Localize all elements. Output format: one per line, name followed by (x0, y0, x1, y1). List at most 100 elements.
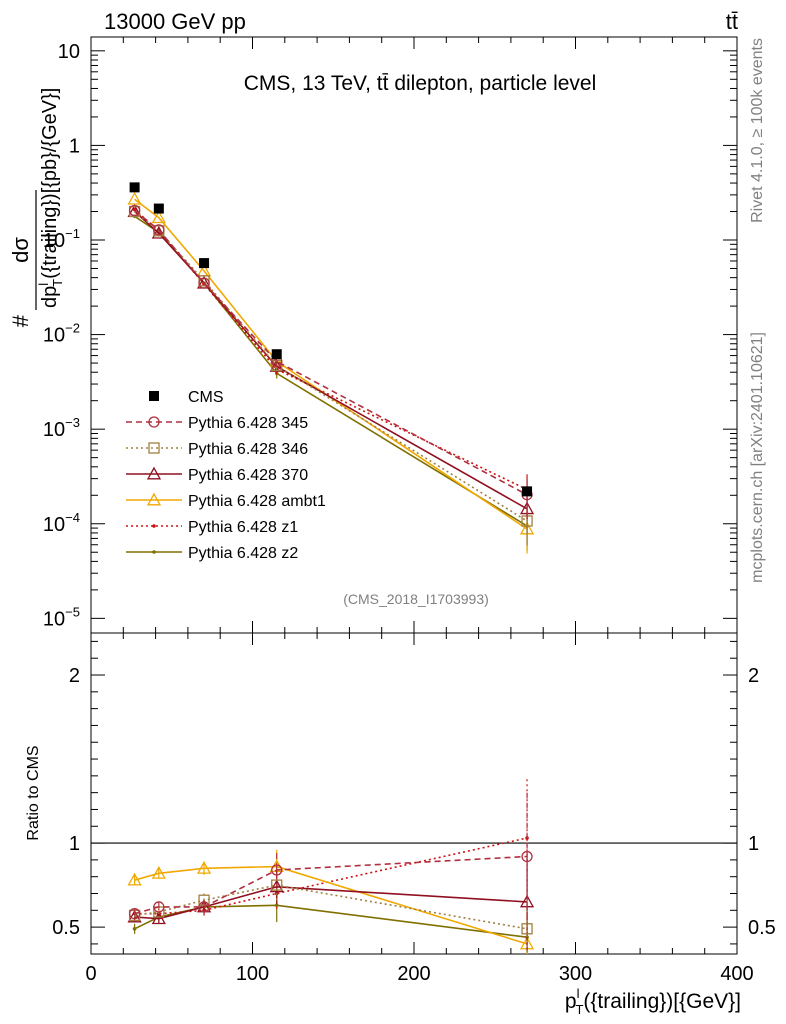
y-tick-exponent: −4 (65, 510, 80, 525)
ratio-data-point (198, 901, 210, 913)
ratio-y-tick-label: 1 (69, 833, 80, 855)
main-y-axis-label: # dσ dplT({trailing})[{pb}/{GeV}] (8, 88, 65, 328)
ratio-series-pythia-6-428-ambt1 (127, 849, 535, 954)
ratio-series-line (134, 884, 528, 930)
legend-label: Pythia 6.428 346 (188, 441, 308, 458)
ratio-data-point (269, 879, 284, 893)
legend-label: Pythia 6.428 ambt1 (188, 493, 326, 510)
x-tick-label: 200 (397, 963, 430, 985)
legend-label: Pythia 6.428 370 (188, 467, 308, 484)
main-y-tick-label: 10−4 (43, 510, 80, 536)
ratio-series-line (134, 865, 528, 945)
ratio-series-line (134, 855, 528, 915)
y-tick-mantissa: 10 (43, 325, 65, 347)
x-tick-label: 400 (720, 963, 753, 985)
ratio-data-point (127, 909, 142, 923)
main-plot-title: CMS, 13 TeV, tt̄ dilepton, particle leve… (244, 72, 597, 95)
y-tick-exponent: −3 (65, 415, 80, 430)
ratio-data-point (521, 850, 533, 863)
ratio-data-point (196, 860, 212, 874)
legend-marker (149, 391, 159, 401)
ratio-data-point (127, 872, 142, 886)
source-label: mcplots.cern.ch [arXiv:2401.10621] (749, 332, 766, 583)
main-y-tick-label: 10−2 (43, 321, 80, 347)
ratio-y-axis-label: Ratio to CMS (25, 745, 42, 840)
legend-marker (146, 492, 162, 506)
ratio-y-tick-label-right: 2 (748, 665, 759, 687)
legend: CMS Pythia 6.428 345 Pythia 6.428 346 Pythi… (126, 389, 326, 562)
ratio-data-point (151, 911, 166, 925)
main-axis-ticks (90, 37, 738, 633)
y-tick-exponent: −2 (65, 321, 80, 336)
legend-marker (152, 524, 156, 528)
legend-entry: Pythia 6.428 ambt1 (126, 492, 326, 510)
ratio-y-tick-label: 0.5 (52, 917, 80, 939)
main-data-point (129, 182, 140, 193)
main-y-tick-label: 1 (69, 135, 80, 157)
legend-entry: Pythia 6.428 370 (126, 466, 308, 484)
main-series-cms (129, 182, 533, 497)
legend-marker (148, 442, 160, 454)
ratio-data-point (271, 864, 283, 876)
y-tick-exponent: −5 (65, 604, 80, 619)
ratio-y-tick-label: 2 (69, 665, 80, 687)
main-data-point (198, 277, 210, 289)
legend-entry: CMS (149, 389, 224, 406)
ratio-series-group (127, 779, 535, 954)
ratio-data-point (521, 923, 533, 935)
main-series-line (134, 209, 528, 496)
y-label-numerator: dσ (8, 237, 33, 263)
legend-entry: Pythia 6.428 z1 (126, 519, 298, 536)
y-tick-mantissa: 10 (43, 608, 65, 630)
main-data-point (128, 204, 141, 217)
analysis-tag: (CMS_2018_I1703993) (343, 591, 489, 607)
ratio-y-tick-label-right: 1 (748, 833, 759, 855)
rivet-version-label: Rivet 4.1.0, ≥ 100k events (749, 38, 766, 223)
main-y-tick-label: 10−3 (43, 415, 80, 441)
ratio-series-pythia-6-428-345 (128, 792, 533, 921)
process-label: tt̄ (726, 9, 738, 34)
y-label-denominator: dplT({trailing})[{pb}/{GeV}] (36, 88, 65, 308)
legend-marker (146, 466, 162, 480)
ratio-data-point (128, 908, 141, 920)
ratio-data-point (153, 901, 165, 913)
x-tick-label: 0 (85, 963, 96, 985)
main-data-point (151, 210, 166, 224)
legend-entry: Pythia 6.428 345 (126, 415, 308, 432)
main-series-line (134, 198, 528, 530)
energy-beam-label: 13000 GeV pp (104, 9, 246, 34)
ratio-series-pythia-6-428-370 (127, 851, 535, 953)
ratio-data-point (271, 879, 283, 891)
main-data-point (522, 486, 533, 497)
legend-marker (148, 416, 160, 428)
main-data-point (153, 224, 165, 236)
main-y-tick-label: 10−1 (43, 226, 80, 252)
legend-label: Pythia 6.428 345 (188, 415, 308, 432)
ratio-data-point (274, 903, 279, 908)
ratio-panel-frame (90, 632, 738, 955)
legend-label: Pythia 6.428 z1 (188, 519, 298, 536)
x-tick-label: 300 (559, 963, 592, 985)
ratio-y-tick-label-right: 0.5 (748, 917, 776, 939)
x-axis-label: pl T({trailing})[{GeV}] (565, 986, 741, 1017)
main-y-tick-label: 10−5 (43, 604, 80, 630)
ratio-data-point (151, 865, 166, 879)
legend-entry: Pythia 6.428 346 (126, 441, 308, 458)
main-y-tick-label: 10 (58, 41, 80, 63)
x-tick-label: 100 (236, 963, 269, 985)
main-data-point (199, 258, 210, 269)
y-label-hash: # (8, 314, 33, 327)
main-data-point (153, 203, 164, 214)
ratio-axis-ticks (90, 633, 738, 954)
main-data-point (127, 191, 142, 205)
main-panel-frame (90, 36, 738, 634)
legend-marker (152, 550, 156, 554)
main-series-group (127, 182, 535, 554)
legend-label: CMS (188, 389, 224, 406)
y-tick-mantissa: 10 (43, 230, 65, 252)
y-tick-mantissa: 10 (43, 419, 65, 441)
ratio-tick-labels: 0.5 0.5 1 1 2 2 0 100 200 300 400 (52, 665, 776, 985)
legend-label: Pythia 6.428 z2 (188, 545, 298, 562)
legend-entry: Pythia 6.428 z2 (126, 545, 298, 562)
